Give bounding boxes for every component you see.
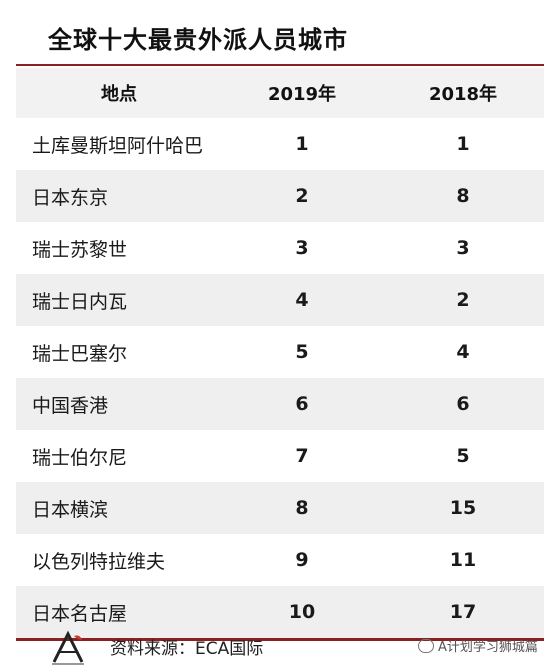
rank-2019-cell: 8 [222, 482, 382, 534]
table-row: 土库曼斯坦阿什哈巴 1 1 [16, 118, 544, 170]
place-cell: 日本东京 [16, 170, 222, 222]
column-header-2018: 2018年 [382, 68, 544, 118]
table-row: 瑞士苏黎世 3 3 [16, 222, 544, 274]
rank-2019-cell: 3 [222, 222, 382, 274]
table-row: 中国香港 6 6 [16, 378, 544, 430]
header-row: 地点 2019年 2018年 [16, 68, 544, 118]
table-row: 以色列特拉维夫 9 11 [16, 534, 544, 586]
rank-2019-cell: 2 [222, 170, 382, 222]
place-cell: 土库曼斯坦阿什哈巴 [16, 118, 222, 170]
table-row: 日本横滨 8 15 [16, 482, 544, 534]
place-cell: 瑞士伯尔尼 [16, 430, 222, 482]
table-row: 瑞士巴塞尔 5 4 [16, 326, 544, 378]
rank-2018-cell: 3 [382, 222, 544, 274]
rank-2019-cell: 4 [222, 274, 382, 326]
watermark-text: A计划学习狮城篇 [438, 640, 538, 655]
rank-2018-cell: 5 [382, 430, 544, 482]
place-cell: 日本名古屋 [16, 586, 222, 641]
source-note: 资料来源：ECA国际 [110, 639, 264, 659]
rank-2019-cell: 6 [222, 378, 382, 430]
rank-2018-cell: 17 [382, 586, 544, 641]
place-cell: 日本横滨 [16, 482, 222, 534]
ranking-table: 地点 2019年 2018年 土库曼斯坦阿什哈巴 1 1 日本东京 2 8 瑞士苏黎世 3 3 瑞… [16, 68, 544, 641]
rank-2018-cell: 1 [382, 118, 544, 170]
place-cell: 中国香港 [16, 378, 222, 430]
rank-2019-cell: 9 [222, 534, 382, 586]
place-cell: 以色列特拉维夫 [16, 534, 222, 586]
rank-2018-cell: 15 [382, 482, 544, 534]
rank-2019-cell: 1 [222, 118, 382, 170]
place-cell: 瑞士巴塞尔 [16, 326, 222, 378]
column-header-place: 地点 [16, 68, 222, 118]
title-rule [16, 64, 544, 66]
place-cell: 瑞士苏黎世 [16, 222, 222, 274]
table-row: 瑞士伯尔尼 7 5 [16, 430, 544, 482]
table-row: 日本东京 2 8 [16, 170, 544, 222]
rank-2019-cell: 10 [222, 586, 382, 641]
rank-2018-cell: 8 [382, 170, 544, 222]
rank-2018-cell: 11 [382, 534, 544, 586]
logo-icon [52, 630, 84, 665]
table-row: 日本名古屋 10 17 [16, 586, 544, 641]
table-row: 瑞士日内瓦 4 2 [16, 274, 544, 326]
rank-2018-cell: 2 [382, 274, 544, 326]
place-cell: 瑞士日内瓦 [16, 274, 222, 326]
table-title: 全球十大最贵外派人员城市 [48, 26, 348, 54]
column-header-2019: 2019年 [222, 68, 382, 118]
rank-2019-cell: 7 [222, 430, 382, 482]
footer: 资料来源：ECA国际 A计划学习狮城篇 [0, 620, 557, 671]
watermark: A计划学习狮城篇 [418, 636, 538, 655]
rank-2019-cell: 5 [222, 326, 382, 378]
rank-2018-cell: 6 [382, 378, 544, 430]
rank-2018-cell: 4 [382, 326, 544, 378]
wechat-icon [418, 639, 434, 653]
